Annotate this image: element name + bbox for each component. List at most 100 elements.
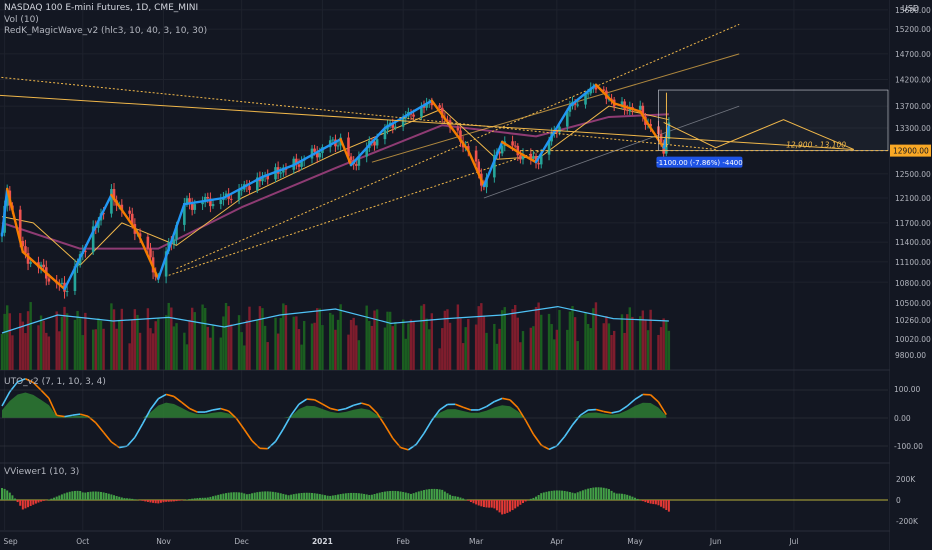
candle-body — [18, 209, 22, 241]
volume-bar — [347, 334, 350, 370]
uto-legend[interactable]: UTO_v2 (7, 1, 10, 3, 4) — [4, 377, 106, 387]
candle-body — [649, 124, 652, 127]
vviewer-bar — [482, 500, 485, 508]
vviewer-bar — [324, 495, 327, 500]
vviewer-bar — [326, 495, 329, 500]
uto-signal — [611, 410, 620, 414]
candle-body — [638, 105, 642, 110]
vviewer-bar — [412, 493, 415, 500]
vviewer-bar — [170, 500, 173, 502]
volume-bar — [115, 328, 118, 370]
vviewer-bar — [350, 492, 353, 500]
uto-signal — [274, 428, 285, 442]
volume-bar — [138, 332, 142, 370]
vviewer-bar — [600, 487, 603, 500]
volume-bar — [193, 312, 196, 370]
uto-signal — [353, 402, 362, 407]
uto-signal — [72, 413, 81, 417]
vviewer-bar — [574, 493, 577, 500]
vviewer-bar — [144, 500, 147, 502]
candle-body — [422, 105, 426, 108]
vviewer-bar — [503, 500, 506, 514]
vviewer-pane — [0, 487, 888, 515]
vviewer-bar — [248, 493, 251, 500]
vviewer-bar — [16, 500, 19, 503]
volume-bar — [154, 321, 157, 370]
vviewer-bar — [506, 500, 509, 513]
symbol-legend[interactable]: NASDAQ 100 E-mini Futures, 1D, CME_MINI — [4, 3, 199, 13]
volume-bar — [334, 329, 337, 370]
candle-body — [26, 253, 30, 264]
volume-bar — [73, 319, 77, 370]
volume-bar — [112, 309, 116, 370]
vviewer-bar — [475, 500, 478, 505]
volume-bar — [318, 308, 322, 370]
volume-bar — [219, 337, 223, 370]
vviewer-bar — [511, 500, 514, 511]
projected-path — [0, 94, 855, 150]
candle-body — [584, 93, 587, 105]
candle-body — [185, 198, 189, 204]
price-axis[interactable]: 9800.00 10020.00 10260.00 10500.00 10800.00 1… — [890, 0, 932, 550]
volume-bar — [258, 306, 262, 370]
candle-body — [60, 282, 64, 285]
magic-wave-line — [0, 83, 671, 291]
vviewer-bar — [19, 500, 22, 506]
volume-bar — [81, 335, 84, 370]
uto-signal — [478, 405, 487, 411]
vviewer-bar — [264, 491, 267, 500]
vviewer-bar — [167, 500, 170, 502]
vviewer-bar — [198, 497, 201, 500]
uto-signal — [462, 406, 472, 411]
vviewer-bar — [97, 491, 100, 500]
vviewer-bar — [313, 493, 316, 500]
time-axis[interactable]: SepOctNovDec2021FebMarAprMayJunJulAug — [0, 537, 799, 546]
volume-bar — [120, 308, 124, 370]
candle-body — [255, 177, 259, 191]
vviewer-legend[interactable]: VViewer1 (10, 3) — [4, 467, 80, 477]
vviewer-tick: -200K — [896, 517, 919, 526]
uto-signal — [141, 408, 152, 425]
uto-signal — [95, 422, 105, 433]
vviewer-bar — [204, 497, 207, 500]
volume-bar — [292, 316, 295, 370]
volume-legend[interactable]: Vol (10) — [4, 15, 39, 25]
vviewer-bar — [667, 500, 670, 512]
vviewer-bar — [508, 500, 511, 512]
time-tick: Dec — [234, 537, 249, 546]
magic-wave-segment — [292, 138, 342, 167]
volume-bar — [592, 308, 595, 370]
vviewer-bar — [548, 491, 551, 500]
vviewer-bar — [227, 492, 230, 500]
volume-bar — [248, 306, 251, 370]
volume-bar — [203, 307, 207, 370]
vviewer-bar — [232, 492, 235, 500]
volume-bar — [459, 318, 462, 370]
uto-signal — [212, 407, 221, 411]
magic-wave-legend[interactable]: RedK_MagicWave_v2 (hlc3, 10, 40, 3, 10, … — [4, 26, 208, 36]
vviewer-bar — [386, 491, 389, 500]
vviewer-bar — [480, 500, 483, 507]
candle-body — [336, 145, 340, 147]
candle-body — [128, 210, 131, 214]
uto-signal — [1, 391, 11, 407]
vviewer-bar — [662, 500, 665, 509]
volume-bar — [446, 309, 449, 370]
volume-bar — [274, 317, 277, 370]
time-tick: Sep — [4, 537, 18, 546]
uto-signal — [454, 403, 464, 408]
uto-signal — [376, 412, 386, 426]
volume-bar — [60, 316, 64, 370]
volume-bar — [76, 310, 79, 370]
vviewer-bar — [269, 491, 272, 500]
projection-drawing[interactable]: 12,900 - 13,100 -1100.00 (-7.86%) -4400 — [0, 74, 889, 168]
volume-bar — [331, 314, 335, 370]
vviewer-bar — [295, 493, 298, 500]
candle-body — [459, 130, 462, 142]
volume-bar — [172, 326, 176, 370]
uto-signal — [400, 446, 409, 451]
candle-body — [279, 172, 283, 174]
magic-wave-segment — [467, 149, 486, 188]
magic-wave-segment — [21, 250, 51, 277]
